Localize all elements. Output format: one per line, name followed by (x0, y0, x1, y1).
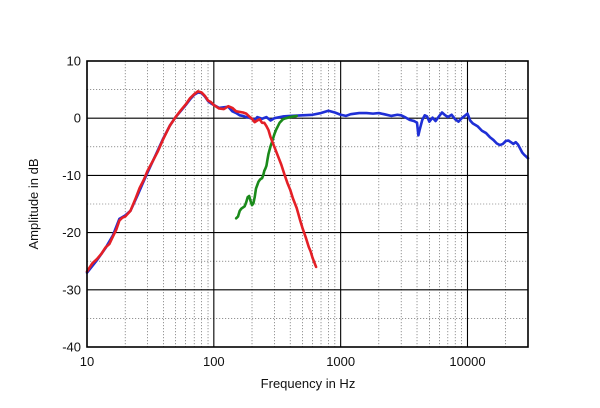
y-tick-label: 0 (74, 111, 81, 126)
series-line-3 (85, 90, 318, 273)
x-tick-label: 100 (203, 354, 225, 369)
y-tick-label: -20 (62, 225, 81, 240)
x-tick-label: 10 (80, 354, 94, 369)
y-axis-label: Amplitude in dB (26, 158, 41, 249)
x-tick-label: 1000 (326, 354, 355, 369)
x-axis-label: Frequency in Hz (261, 376, 356, 391)
y-tick-labels: 10 0 -10 -20 -30 -40 (62, 54, 81, 355)
x-tick-labels: 10 100 1000 10000 (80, 354, 486, 369)
series-layer (85, 90, 530, 274)
y-tick-label: -30 (62, 282, 81, 297)
plot-frame (86, 60, 529, 348)
y-tick-label: 10 (67, 54, 81, 69)
y-tick-label: -10 (62, 168, 81, 183)
y-tick-label: -40 (62, 340, 81, 355)
plot-background (87, 61, 528, 347)
x-tick-label: 10000 (449, 354, 485, 369)
series-line-2 (234, 114, 298, 220)
